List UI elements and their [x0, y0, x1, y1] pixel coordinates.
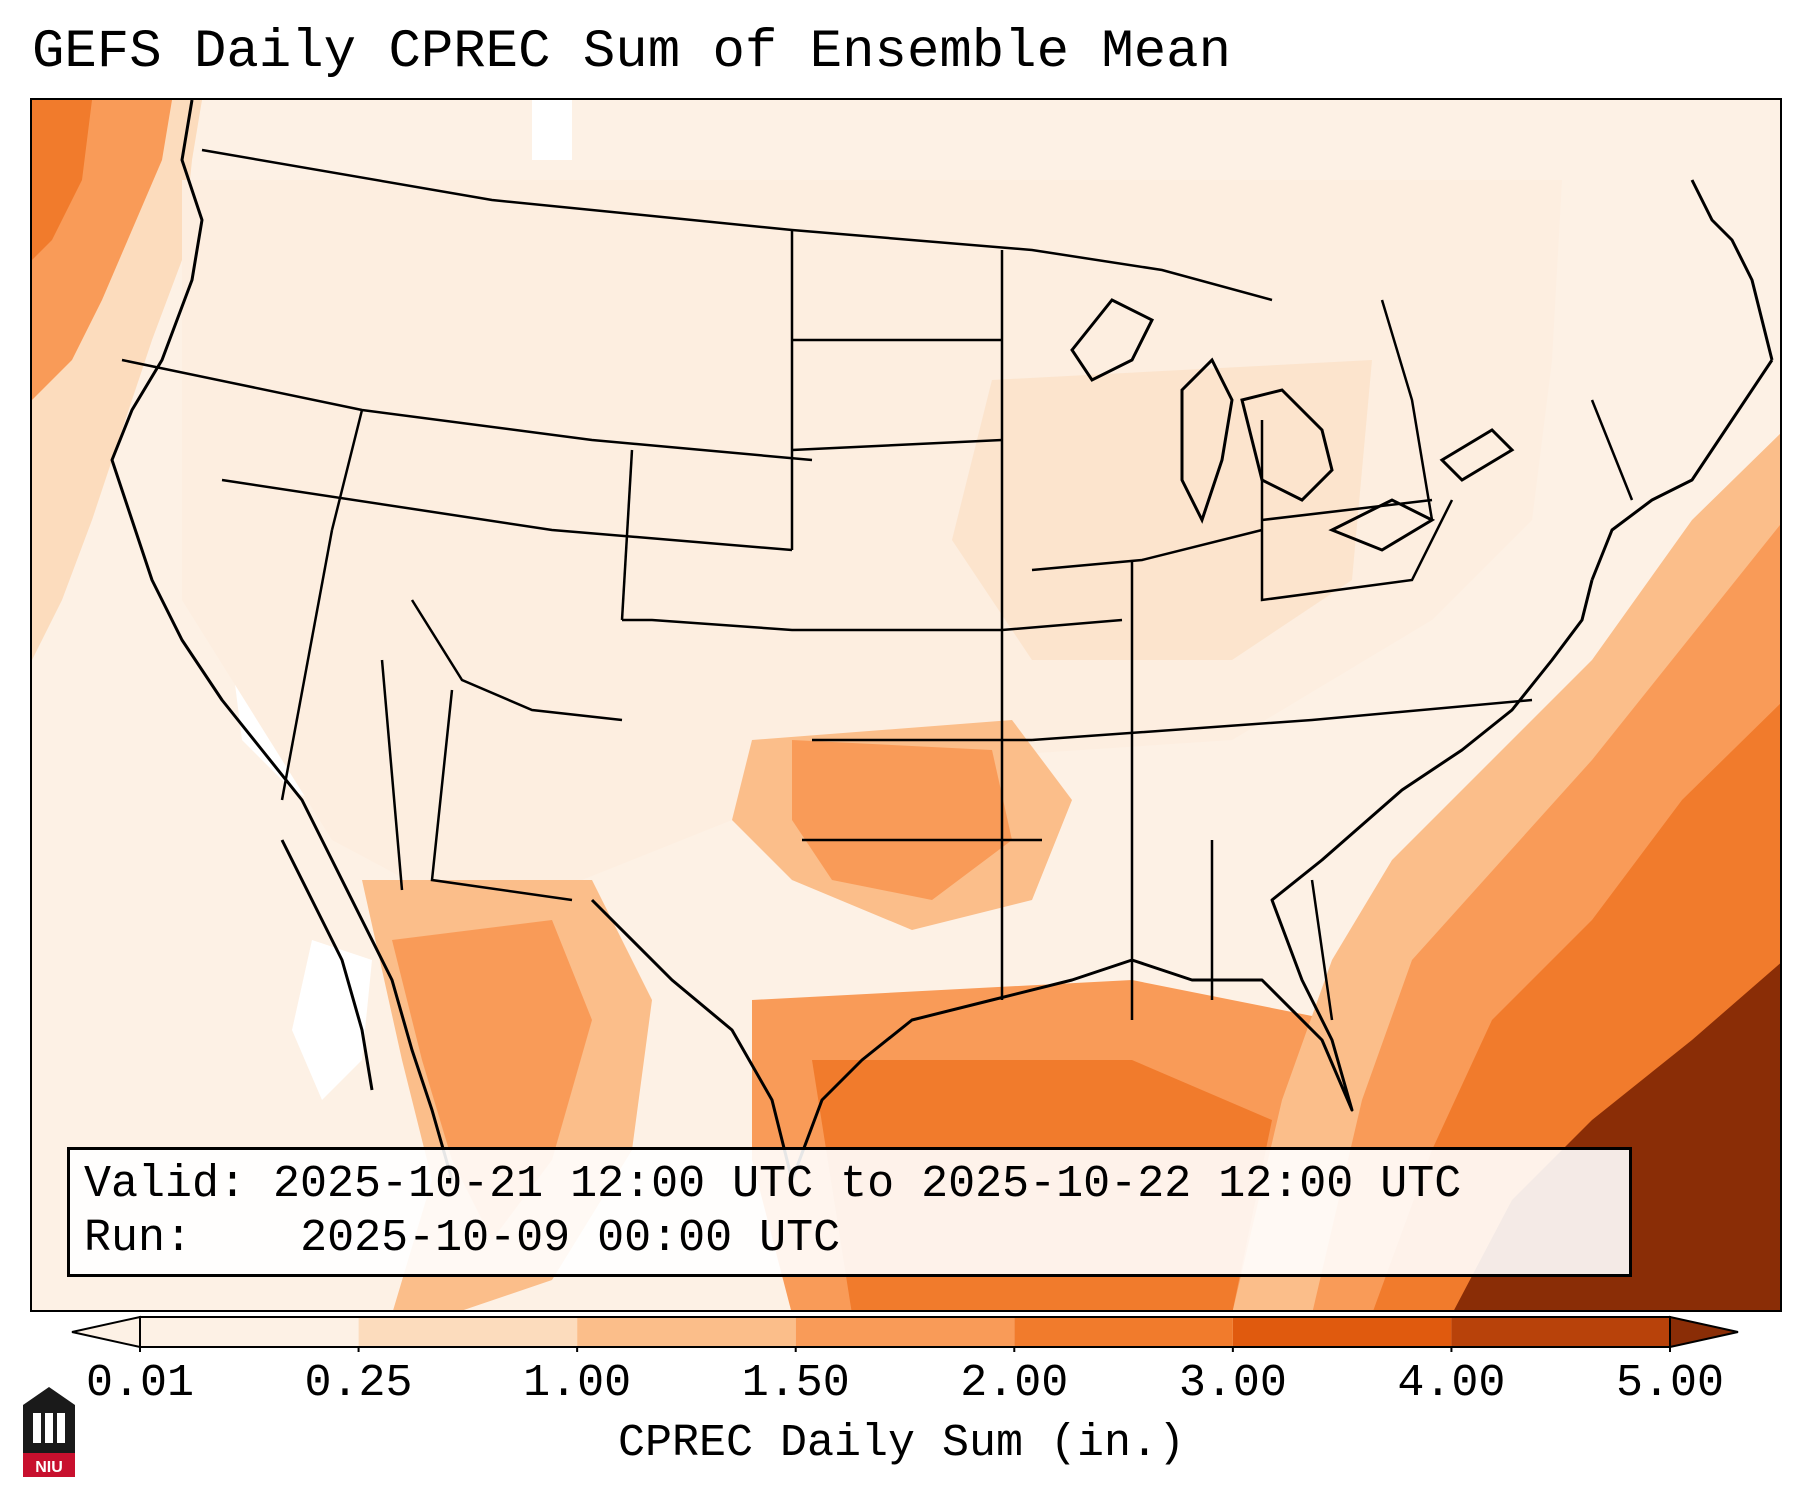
map-panel — [30, 98, 1782, 1312]
dry-area-north — [532, 100, 572, 160]
colorbar-extend-low — [71, 1315, 141, 1349]
pacific-shade-dark — [32, 100, 92, 260]
colorbar-tick-label: 2.00 — [960, 1358, 1069, 1409]
colorbar-cell — [1232, 1317, 1452, 1347]
colorbar — [71, 1315, 1739, 1352]
precip-map — [32, 100, 1780, 1310]
central-light-field — [182, 180, 1562, 920]
niu-logo: NIU — [23, 1387, 75, 1477]
colorbar-cell — [358, 1317, 578, 1347]
colorbar-cell — [577, 1317, 796, 1347]
colorbar-tick-label: 1.00 — [523, 1358, 632, 1409]
valid-info-box: Valid: 2025-10-21 12:00 UTC to 2025-10-2… — [67, 1147, 1632, 1277]
colorbar-ticks — [139, 1347, 1671, 1352]
colorbar-tick-label: 0.25 — [304, 1358, 413, 1409]
colorbar-tick-label: 1.50 — [741, 1358, 850, 1409]
colorbar-label: CPREC Daily Sum (in.) — [617, 1418, 1186, 1469]
colorbar-tick-label: 0.01 — [85, 1358, 195, 1409]
colorbar-cell — [140, 1317, 359, 1347]
colorbar-frame — [139, 1316, 1671, 1348]
state-borders — [121, 148, 1634, 1021]
logo-text: NIU — [35, 1459, 63, 1476]
colorbar-extend-high — [1669, 1315, 1739, 1349]
colorbar-cell — [1014, 1317, 1233, 1347]
colorbar-cell — [795, 1317, 1015, 1347]
colorbar-tick-label: 5.00 — [1615, 1358, 1725, 1409]
colorbar-tick-label: 4.00 — [1397, 1358, 1506, 1409]
plains-heavy — [792, 740, 1012, 900]
valid-value: 2025-10-21 12:00 UTC to 2025-10-22 12:00… — [273, 1159, 1462, 1210]
great-lakes — [1070, 298, 1515, 552]
dry-area-baja — [292, 940, 372, 1100]
colorbar-cells — [71, 1315, 1739, 1349]
colorbar-tick-label: 3.00 — [1178, 1358, 1287, 1409]
valid-label: Valid: — [84, 1159, 247, 1210]
midwest-tint — [952, 360, 1372, 660]
colorbar-cell — [1451, 1317, 1670, 1347]
run-value: 2025-10-09 00:00 UTC — [300, 1213, 841, 1264]
run-label: Run: — [84, 1213, 193, 1264]
figure-title: GEFS Daily CPREC Sum of Ensemble Mean — [32, 22, 1231, 83]
